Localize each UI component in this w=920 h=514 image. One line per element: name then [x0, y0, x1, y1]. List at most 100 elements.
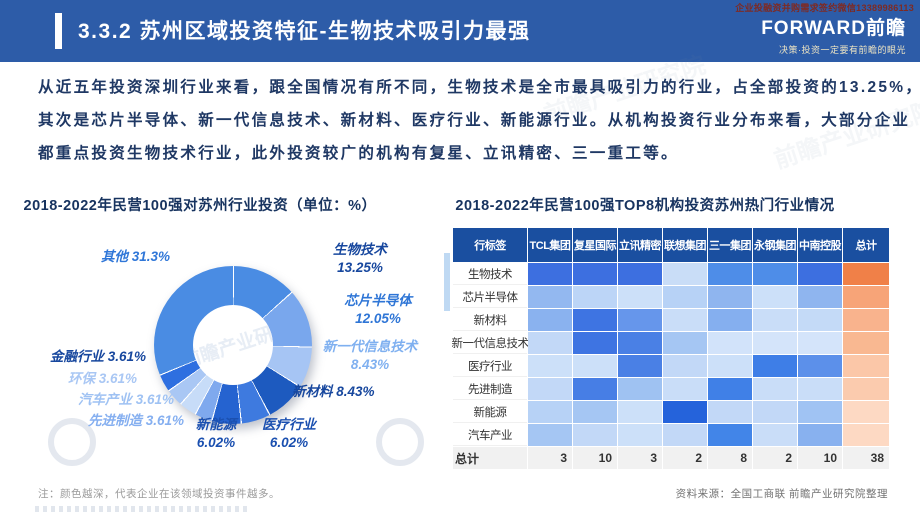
- heatmap-row-total-cell-7: [843, 424, 889, 446]
- donut-slice-label-7: 汽车产业 3.61%: [78, 392, 175, 407]
- heatmap-cell-r7-c4: [708, 424, 752, 446]
- heatmap-cell-r3-c5: [753, 332, 797, 354]
- donut-slice-label-1: 芯片半导体 12.05%: [344, 293, 412, 326]
- heatmap-row-total-cell-0: [843, 263, 889, 285]
- heatmap-row-total-cell-4: [843, 355, 889, 377]
- heatmap-cell-r1-c0: [528, 286, 572, 308]
- banner-corner-note: 企业投融资并购需求签约微信13389986113: [735, 3, 914, 13]
- heatmap-cell-r7-c3: [663, 424, 707, 446]
- heatmap-cell-r1-c3: [663, 286, 707, 308]
- heatmap-cell-r7-c6: [798, 424, 842, 446]
- donut-slice-label-4: 医疗行业 6.02%: [262, 417, 316, 450]
- donut-chart-title: 2018-2022年民营100强对苏州行业投资（单位：%）: [23, 198, 377, 214]
- heatmap-cell-r7-c5: [753, 424, 797, 446]
- paragraph-line: 其次是芯片半导体、新一代信息技术、新材料、医疗行业、新能源行业。从机构投资行业分…: [38, 112, 911, 129]
- heatmap-cell-r2-c3: [663, 309, 707, 331]
- heatmap-row-label-2: 新材料: [453, 309, 527, 331]
- heatmap-row-total-cell-1: [843, 286, 889, 308]
- heatmap-row-total-cell-5: [843, 378, 889, 400]
- heatmap-cell-r1-c5: [753, 286, 797, 308]
- heatmap-row-label-5: 先进制造: [453, 378, 527, 400]
- heatmap-cell-r4-c1: [573, 355, 617, 377]
- next-page-text-remnant: [35, 506, 250, 512]
- heatmap-cell-r4-c0: [528, 355, 572, 377]
- heatmap-column-total-4: 8: [708, 447, 752, 469]
- heatmap-cell-r3-c6: [798, 332, 842, 354]
- heatmap-cell-r6-c2: [618, 401, 662, 423]
- heatmap-cell-r0-c6: [798, 263, 842, 285]
- heatmap-cell-r6-c3: [663, 401, 707, 423]
- heatmap-footer-label: 总计: [453, 447, 527, 469]
- heatmap-cell-r6-c0: [528, 401, 572, 423]
- heatmap-cell-r2-c4: [708, 309, 752, 331]
- heatmap-row-total-cell-2: [843, 309, 889, 331]
- heatmap-cell-r0-c5: [753, 263, 797, 285]
- title-accent-bar: [55, 13, 62, 49]
- heatmap-total-header: 总计: [843, 228, 889, 262]
- heatmap-table: 行标签 TCL集团 复星国际 立讯精密 联想集团 三一集团 永钢集团 中南控股 总计 生物技术 芯片…: [452, 228, 889, 469]
- paragraph-line: 都重点投资生物技术行业，此外投资较广的机构有复星、立讯精密、三一重工等。: [38, 145, 679, 162]
- page-title: 3.3.2 苏州区域投资特征-生物技术吸引力最强: [78, 20, 531, 43]
- heatmap-grand-total: 38: [843, 447, 889, 469]
- donut-slice-label-2: 新一代信息技术 8.43%: [322, 339, 418, 372]
- heatmap-cell-r3-c3: [663, 332, 707, 354]
- heatmap-cell-r5-c5: [753, 378, 797, 400]
- heatmap-column-total-6: 10: [798, 447, 842, 469]
- heatmap-cell-r6-c6: [798, 401, 842, 423]
- forward-logo: FORWARD前瞻 决策·投资一定要有前瞻的眼光: [761, 13, 906, 56]
- heatmap-cell-r5-c0: [528, 378, 572, 400]
- heatmap-row-label-0: 生物技术: [453, 263, 527, 285]
- heatmap-column-total-0: 3: [528, 447, 572, 469]
- watermark-text: 前瞻产业研究院: [193, 311, 273, 373]
- intro-paragraph: 从近五年投资深圳行业来看，跟全国情况有所不同，生物技术是全市最具吸引力的行业，占…: [38, 71, 920, 170]
- heatmap-cell-r4-c2: [618, 355, 662, 377]
- donut-slice-label-3: 新材料 8.43%: [292, 384, 375, 399]
- heatmap-cell-r4-c4: [708, 355, 752, 377]
- heatmap-cell-r0-c2: [618, 263, 662, 285]
- heatmap-row-label-7: 汽车产业: [453, 424, 527, 446]
- logo-tagline: 决策·投资一定要有前瞻的眼光: [779, 45, 906, 55]
- donut-slice-label-6: 先进制造 3.61%: [88, 413, 185, 428]
- heatmap-cell-r2-c1: [573, 309, 617, 331]
- heatmap-cell-r5-c3: [663, 378, 707, 400]
- heatmap-column-header-6: 中南控股: [798, 228, 842, 262]
- donut-slice-label-5: 新能源 6.02%: [195, 417, 237, 450]
- donut-chart: 前瞻产业研究院: [154, 266, 312, 424]
- heatmap-column-header-4: 三一集团: [708, 228, 752, 262]
- heatmap-cell-r3-c0: [528, 332, 572, 354]
- heatmap-corner-header: 行标签: [453, 228, 527, 262]
- heatmap-column-header-5: 永钢集团: [753, 228, 797, 262]
- heatmap-cell-r1-c1: [573, 286, 617, 308]
- heatmap-cell-r3-c1: [573, 332, 617, 354]
- heatmap-cell-r0-c1: [573, 263, 617, 285]
- heatmap-cell-r3-c2: [618, 332, 662, 354]
- heatmap-cell-r2-c6: [798, 309, 842, 331]
- heatmap-cell-r1-c6: [798, 286, 842, 308]
- heatmap-column-total-1: 10: [573, 447, 617, 469]
- heatmap-cell-r6-c1: [573, 401, 617, 423]
- heatmap-cell-r5-c6: [798, 378, 842, 400]
- donut-slice-label-10: 其他 31.3%: [101, 249, 171, 264]
- heatmap-cell-r5-c2: [618, 378, 662, 400]
- heatmap-row-label-1: 芯片半导体: [453, 286, 527, 308]
- heatmap-cell-r7-c1: [573, 424, 617, 446]
- footnote-color-legend: 注：颜色越深，代表企业在该领域投资事件越多。: [38, 488, 280, 500]
- heatmap-row-label-4: 医疗行业: [453, 355, 527, 377]
- heatmap-row-total-cell-3: [843, 332, 889, 354]
- heatmap-column-total-3: 2: [663, 447, 707, 469]
- heatmap-cell-r2-c5: [753, 309, 797, 331]
- heatmap-cell-r4-c6: [798, 355, 842, 377]
- donut-hole: 前瞻产业研究院: [193, 305, 273, 385]
- heatmap-row-label-3: 新一代信息技术: [452, 332, 529, 354]
- watermark-logo-ring: [376, 418, 424, 466]
- heatmap-cell-r7-c0: [528, 424, 572, 446]
- logo-wordmark: FORWARD前瞻: [761, 18, 906, 39]
- heatmap-cell-r4-c3: [663, 355, 707, 377]
- heatmap-cell-r1-c2: [618, 286, 662, 308]
- heatmap-column-total-2: 3: [618, 447, 662, 469]
- heatmap-column-header-3: 联想集团: [663, 228, 707, 262]
- heatmap-cell-r2-c2: [618, 309, 662, 331]
- heatmap-cell-r0-c3: [663, 263, 707, 285]
- heatmap-cell-r1-c4: [708, 286, 752, 308]
- heatmap-cell-r6-c5: [753, 401, 797, 423]
